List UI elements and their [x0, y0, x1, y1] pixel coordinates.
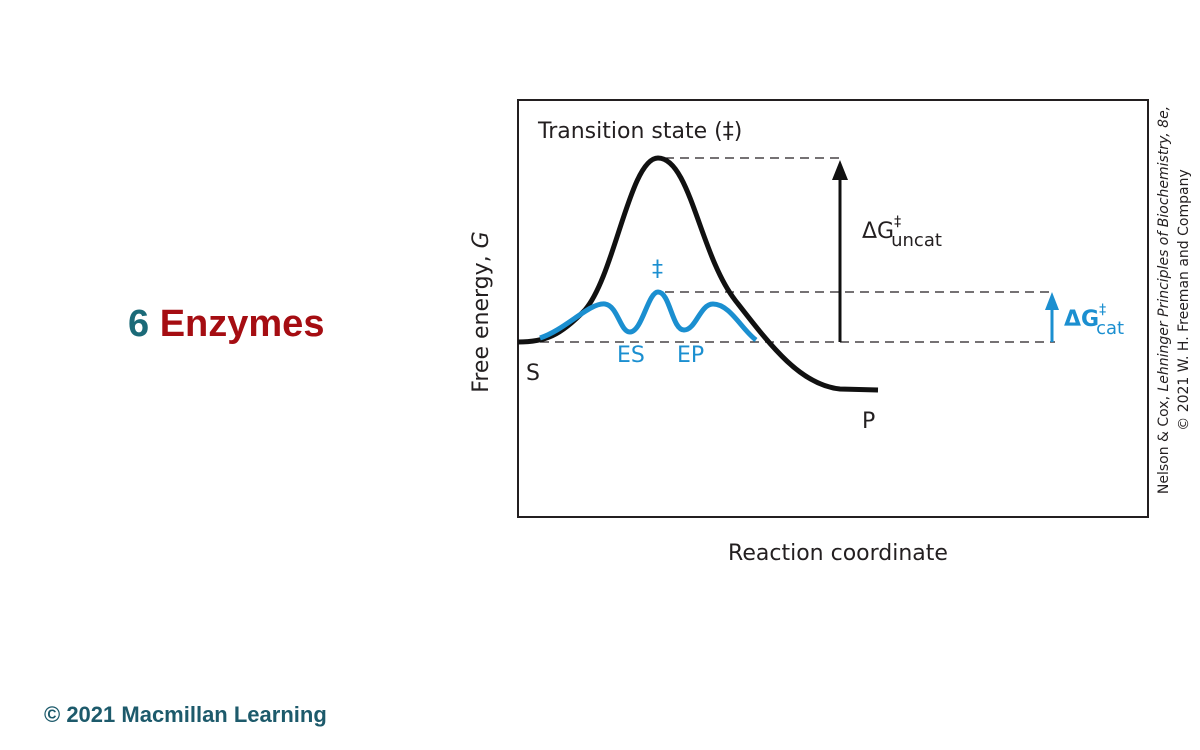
y-axis-text: Free energy,: [469, 248, 494, 392]
slide-title: 6 Enzymes: [128, 303, 324, 345]
footer: © 2021 Macmillan Learning: [44, 702, 327, 727]
ep-label: EP: [677, 343, 704, 368]
slide-title-text: Enzymes: [160, 303, 325, 345]
symbol: ΔG: [862, 219, 894, 244]
credit-line-1: Nelson & Cox, Lehninger Principles of Bi…: [1156, 106, 1172, 494]
credit-authors: Nelson & Cox,: [1156, 392, 1172, 495]
catalyzed-curve: [539, 289, 758, 343]
x-axis-label: Reaction coordinate: [728, 541, 948, 566]
es-label: ES: [617, 343, 645, 368]
slide-number: 6: [128, 303, 149, 345]
arrowhead: [832, 160, 848, 180]
product-label: P: [862, 409, 875, 434]
arrowhead: [1045, 292, 1059, 310]
substrate-label: S: [526, 361, 540, 386]
catalyzed-ts-label: ‡: [652, 257, 663, 282]
y-axis-label: Free energy, G: [469, 231, 494, 392]
frame: [517, 99, 1149, 518]
symbol: ΔG: [1064, 307, 1099, 332]
delta-g-cat: ΔG‡ cat: [1064, 302, 1124, 339]
diagram: Transition state (‡) ‡ ΔG‡ uncat ΔG‡ cat S…: [469, 99, 1149, 566]
transition-state-label: Transition state (‡): [537, 119, 742, 144]
superscript: ‡: [894, 214, 901, 230]
credit-line-2: © 2021 W. H. Freeman and Company: [1176, 169, 1192, 431]
credit-book: Lehninger Principles of Biochemistry, 8e…: [1156, 106, 1172, 392]
superscript: ‡: [1099, 302, 1106, 318]
delta-g-uncat: ΔG‡ uncat: [862, 214, 942, 251]
subscript: cat: [1096, 318, 1124, 339]
subscript: uncat: [891, 230, 942, 251]
y-axis-symbol: G: [469, 231, 494, 248]
